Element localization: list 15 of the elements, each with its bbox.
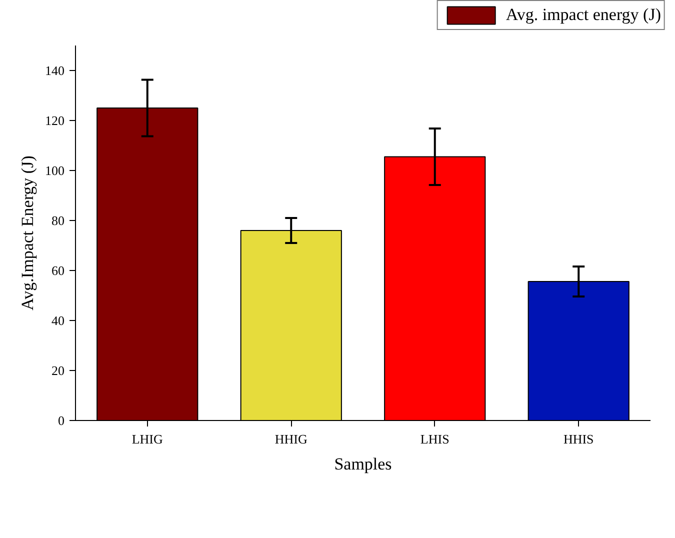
x-axis-title: Samples xyxy=(334,454,392,474)
y-tick-label: 80 xyxy=(52,213,64,228)
x-tick-label: LHIS xyxy=(420,432,450,446)
y-tick-label: 40 xyxy=(52,313,64,328)
y-tick-label: 0 xyxy=(58,413,64,428)
y-tick-label: 20 xyxy=(52,363,64,378)
x-tick-label: HHIS xyxy=(563,432,594,446)
y-tick-label: 120 xyxy=(45,113,64,128)
y-tick-label: 100 xyxy=(45,163,64,178)
x-tick-label: LHIG xyxy=(132,432,163,446)
x-tick-label: HHIG xyxy=(274,432,308,446)
y-axis-title: Avg.Impact Energy (J) xyxy=(18,156,37,310)
legend-label: Avg. impact energy (J) xyxy=(506,5,661,25)
y-tick-label: 140 xyxy=(45,63,64,78)
y-tick-label: 60 xyxy=(52,263,64,278)
